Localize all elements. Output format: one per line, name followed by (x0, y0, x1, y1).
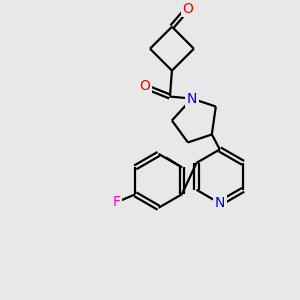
Text: N: N (187, 92, 197, 106)
Text: O: O (182, 2, 193, 16)
Text: O: O (140, 79, 151, 93)
Text: N: N (214, 196, 225, 210)
Text: F: F (112, 195, 120, 209)
